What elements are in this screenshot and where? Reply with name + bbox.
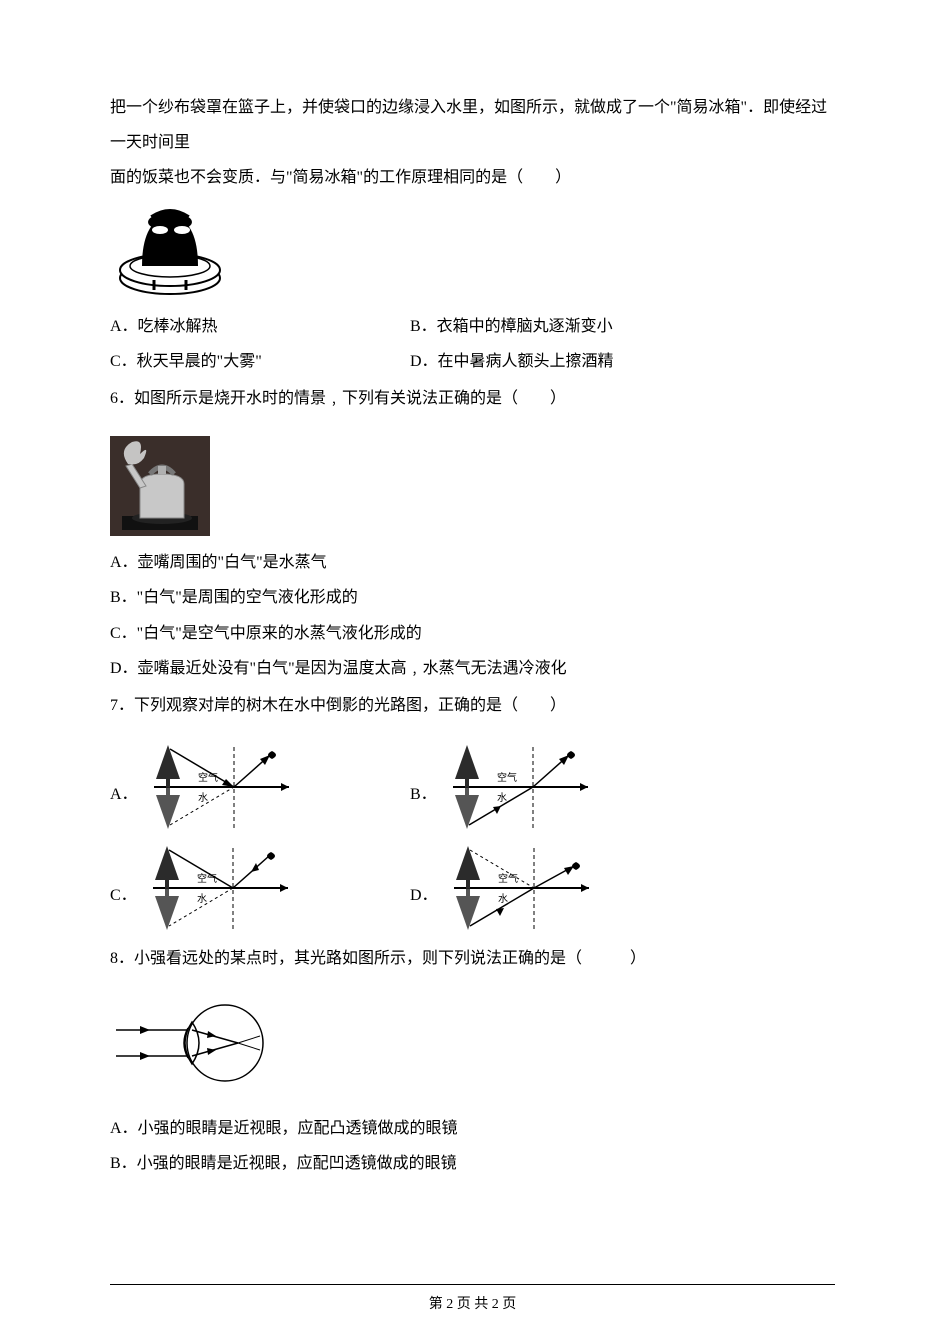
q6-option-a: A．壶嘴周围的"白气"是水蒸气	[110, 545, 835, 580]
q5-option-c: C．秋天早晨的"大雾"	[110, 344, 410, 379]
svg-text:水: 水	[197, 893, 207, 905]
svg-text:空气: 空气	[497, 771, 517, 784]
exam-page: 把一个纱布袋罩在篮子上，并使袋口的边缘浸入水里，如图所示，就做成了一个"简易冰箱…	[0, 0, 945, 1337]
q7-diagram-d: 空气 水	[444, 840, 594, 935]
svg-text:水: 水	[497, 792, 507, 804]
q5-options-row1: A．吃棒冰解热 B．衣箱中的樟脑丸逐渐变小	[110, 309, 835, 344]
q5-option-d: D．在中暑病人额头上擦酒精	[410, 344, 614, 379]
svg-text:空气: 空气	[498, 872, 518, 885]
q6-stem: 6．如图所示是烧开水时的情景﹐下列有关说法正确的是（ ）	[110, 381, 835, 416]
q7-diagram-a: 空气 水	[144, 739, 294, 834]
air-label: 空气	[198, 771, 218, 784]
q7-row2: C． 空气 水 D．	[110, 840, 835, 935]
q8-stem: 8．小强看远处的某点时，其光路如图所示，则下列说法正确的是（ ）	[110, 941, 835, 976]
q5-options-row2: C．秋天早晨的"大雾" D．在中暑病人额头上擦酒精	[110, 344, 835, 379]
q7-diagram-b: 空气 水	[443, 739, 593, 834]
q7-label-d: D．	[410, 881, 438, 935]
q8-option-a: A．小强的眼睛是近视眼，应配凸透镜做成的眼镜	[110, 1111, 835, 1146]
q5-option-b: B．衣箱中的樟脑丸逐渐变小	[410, 309, 613, 344]
q7-stem: 7．下列观察对岸的树木在水中倒影的光路图，正确的是（ ）	[110, 688, 835, 723]
q7-diagram-c: 空气 水	[143, 840, 293, 935]
q8-option-b: B．小强的眼睛是近视眼，应配凹透镜做成的眼镜	[110, 1146, 835, 1181]
q7-label-c: C．	[110, 881, 137, 935]
svg-text:水: 水	[498, 893, 508, 905]
q6-option-c: C．"白气"是空气中原来的水蒸气液化形成的	[110, 616, 835, 651]
water-label: 水	[198, 792, 208, 804]
q6-option-d: D．壶嘴最近处没有"白气"是因为温度太高﹐水蒸气无法遇冷液化	[110, 651, 835, 686]
q5-option-a: A．吃棒冰解热	[110, 309, 410, 344]
page-number: 第 2 页 共 2 页	[429, 1297, 517, 1312]
q7-row1: A． 空气 水	[110, 739, 835, 834]
page-footer: 第 2 页 共 2 页	[0, 1284, 945, 1313]
fridge-illustration	[110, 200, 230, 300]
footer-divider	[110, 1284, 835, 1285]
q5-intro-line1: 把一个纱布袋罩在篮子上，并使袋口的边缘浸入水里，如图所示，就做成了一个"简易冰箱…	[110, 90, 835, 160]
q5-intro-line2: 面的饭菜也不会变质．与"简易冰箱"的工作原理相同的是（ ）	[110, 160, 835, 195]
q7-label-b: B．	[410, 780, 437, 834]
svg-text:空气: 空气	[197, 872, 217, 885]
eye-diagram	[110, 998, 285, 1088]
q7-label-a: A．	[110, 780, 138, 834]
kettle-illustration	[110, 436, 210, 536]
q6-option-b: B．"白气"是周围的空气液化形成的	[110, 580, 835, 615]
